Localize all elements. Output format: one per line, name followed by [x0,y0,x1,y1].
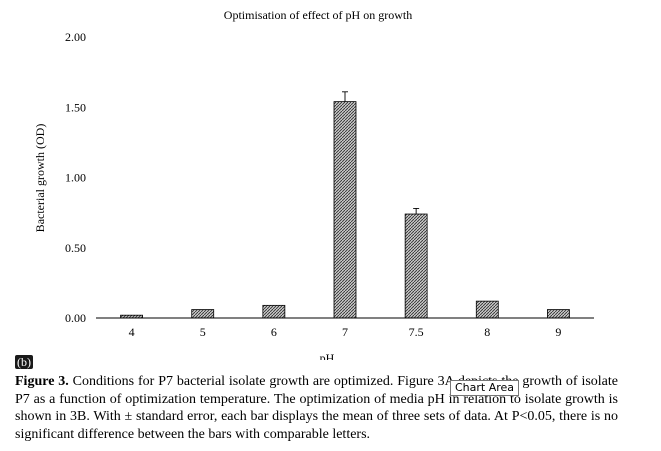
x-tick-label: 7.5 [409,325,424,339]
caption-bold: Figure 3. [15,374,69,389]
caption-text: Conditions for P7 bacterial isolate grow… [15,374,618,442]
y-tick-label: 1.00 [65,171,86,185]
x-tick-label: 9 [555,325,561,339]
figure-caption: Figure 3. Conditions for P7 bacterial is… [15,373,618,443]
y-tick-label: 1.50 [65,100,86,114]
y-tick-labels: 0.00 0.50 1.00 1.50 2.00 [65,30,86,325]
error-bar [413,207,420,215]
bar [404,213,428,319]
x-tick-labels: 4 5 6 7 7.5 8 9 [129,325,562,339]
x-tick-label: 7 [342,325,348,339]
error-bars [342,91,420,215]
error-bar [342,91,348,102]
panel-label: (b) [15,355,33,369]
bar [547,309,570,319]
bar [191,309,215,319]
bar [333,101,357,319]
chart-area-tooltip: Chart Area [450,380,520,396]
x-axis-label: pH [320,351,335,360]
x-tick-label: 8 [484,325,490,339]
y-tick-label: 2.00 [65,30,86,44]
y-axis-label: Bacterial growth (OD) [33,124,47,233]
x-tick-label: 5 [200,325,206,339]
chart-title: Optimisation of effect of pH on growth [224,8,412,22]
bars [120,101,570,319]
x-tick-label: 6 [271,325,277,339]
bar [475,300,499,319]
ph-growth-chart: Optimisation of effect of pH on growth B… [33,8,594,360]
y-tick-label: 0.00 [65,311,86,325]
x-tick-label: 4 [129,325,135,339]
bar [262,304,286,319]
y-tick-label: 0.50 [65,241,86,255]
